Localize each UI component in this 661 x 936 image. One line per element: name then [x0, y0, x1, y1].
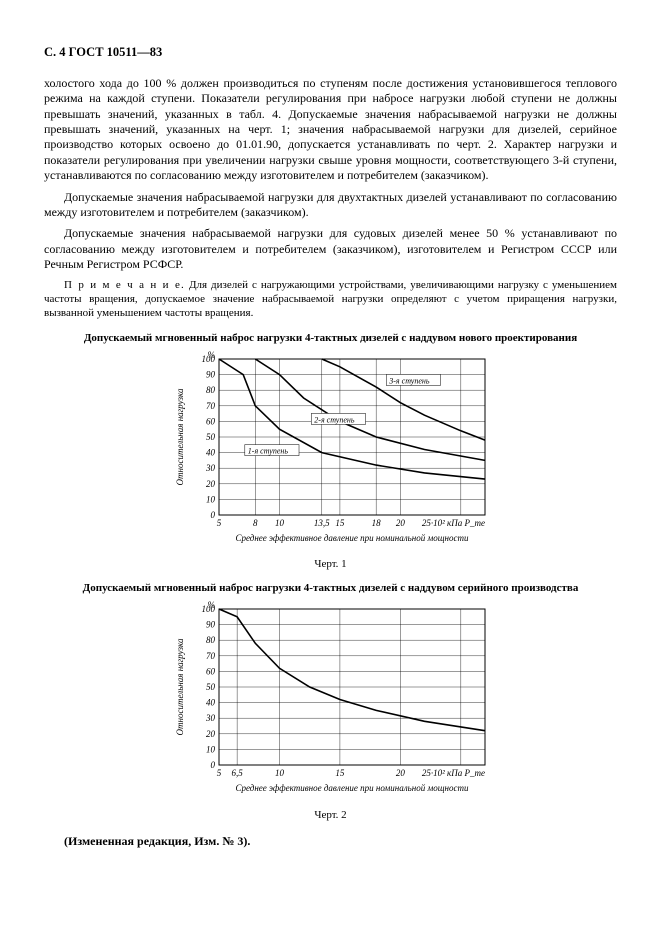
chart1-caption: Черт. 1	[44, 557, 617, 571]
page-header: С. 4 ГОСТ 10511—83	[44, 44, 617, 60]
svg-text:5: 5	[216, 518, 221, 528]
svg-text:15: 15	[335, 768, 345, 778]
svg-text:70: 70	[206, 651, 216, 661]
svg-text:30: 30	[205, 713, 216, 723]
svg-text:15: 15	[335, 518, 345, 528]
amend-note: (Измененная редакция, Изм. № 3).	[44, 834, 617, 849]
svg-text:20: 20	[206, 729, 216, 739]
svg-text:90: 90	[206, 620, 216, 630]
svg-text:20: 20	[395, 768, 405, 778]
note: П р и м е ч а н и е. Для дизелей с нагру…	[44, 278, 617, 320]
svg-text:90: 90	[206, 369, 216, 379]
note-label: П р и м е ч а н и е.	[64, 279, 185, 291]
svg-text:%: %	[207, 350, 215, 360]
chart2-caption: Черт. 2	[44, 808, 617, 822]
svg-text:80: 80	[206, 635, 216, 645]
svg-text:Среднее эффективное давление п: Среднее эффективное давление при номинал…	[235, 783, 468, 793]
svg-text:70: 70	[206, 400, 216, 410]
svg-text:50: 50	[206, 432, 216, 442]
svg-text:40: 40	[206, 698, 216, 708]
svg-text:1-я ступень: 1-я ступень	[247, 446, 288, 455]
svg-text:25·10² кПа P_me: 25·10² кПа P_me	[421, 768, 484, 778]
svg-text:20: 20	[206, 478, 216, 488]
para-3: Допускаемые значения набрасываемой нагру…	[44, 226, 617, 272]
svg-text:25·10² кПа P_me: 25·10² кПа P_me	[421, 518, 484, 528]
chart1-title: Допускаемый мгновенный наброс нагрузки 4…	[44, 331, 617, 345]
svg-text:10: 10	[274, 768, 284, 778]
svg-text:10: 10	[206, 494, 216, 504]
svg-text:Среднее эффективное давление п: Среднее эффективное давление при номинал…	[235, 533, 468, 543]
svg-text:20: 20	[395, 518, 405, 528]
svg-text:%: %	[207, 600, 215, 610]
svg-text:10: 10	[206, 745, 216, 755]
svg-text:80: 80	[206, 385, 216, 395]
chart2: 0102030405060708090100%56,510152025·10² …	[171, 599, 491, 799]
svg-text:5: 5	[216, 768, 221, 778]
para-1: холостого хода до 100 % должен производи…	[44, 76, 617, 184]
svg-text:6,5: 6,5	[231, 768, 243, 778]
svg-text:Относительная нагрузка: Относительная нагрузка	[175, 388, 185, 485]
svg-text:40: 40	[206, 447, 216, 457]
chart1: 0102030405060708090100%581013,515182025·…	[171, 349, 491, 549]
para-2: Допускаемые значения набрасываемой нагру…	[44, 190, 617, 221]
svg-text:30: 30	[205, 463, 216, 473]
svg-text:18: 18	[371, 518, 381, 528]
chart1-wrap: 0102030405060708090100%581013,515182025·…	[44, 349, 617, 553]
svg-text:3-я ступень: 3-я ступень	[388, 376, 430, 385]
svg-text:50: 50	[206, 682, 216, 692]
svg-text:2-я ступень: 2-я ступень	[314, 415, 355, 424]
svg-text:8: 8	[253, 518, 258, 528]
svg-text:0: 0	[210, 760, 215, 770]
svg-text:13,5: 13,5	[313, 518, 329, 528]
svg-text:0: 0	[210, 510, 215, 520]
svg-text:Относительная нагрузка: Относительная нагрузка	[175, 638, 185, 735]
svg-text:60: 60	[206, 667, 216, 677]
chart2-title: Допускаемый мгновенный наброс нагрузки 4…	[44, 581, 617, 595]
svg-text:10: 10	[274, 518, 284, 528]
chart2-wrap: 0102030405060708090100%56,510152025·10² …	[44, 599, 617, 803]
svg-text:60: 60	[206, 416, 216, 426]
